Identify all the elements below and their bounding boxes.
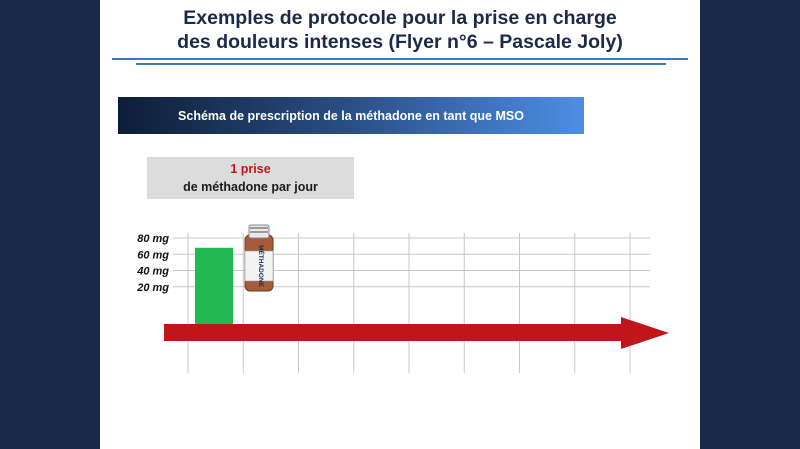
bottle-label: MÉTHADONE bbox=[257, 245, 266, 288]
dosage-note-highlight: 1 prise bbox=[230, 162, 271, 176]
title-underline bbox=[112, 58, 688, 60]
slide-title-line-1: Exemples de protocole pour la prise en c… bbox=[183, 7, 617, 29]
dose-chart: 20 mg 40 mg 60 mg 80 mg MÉTHADONE bbox=[136, 224, 669, 373]
section-banner-text: Schéma de prescription de la méthadone e… bbox=[178, 108, 524, 123]
y-axis-ticks: 20 mg 40 mg 60 mg 80 mg bbox=[136, 233, 169, 294]
y-tick-label: 20 mg bbox=[136, 282, 169, 294]
slide-title-line-2: des douleurs intenses (Flyer n°6 – Pasca… bbox=[177, 31, 623, 53]
time-arrow-shape bbox=[164, 317, 669, 349]
time-arrow bbox=[164, 317, 669, 349]
dosage-note: 1 prise de méthadone par jour bbox=[147, 157, 354, 199]
dose-bar bbox=[195, 247, 233, 325]
y-tick-label: 60 mg bbox=[137, 249, 169, 261]
chart-bars bbox=[195, 247, 233, 325]
title-underline-secondary bbox=[136, 63, 666, 65]
y-tick-label: 40 mg bbox=[136, 266, 169, 278]
slide-title: Exemples de protocole pour la prise en c… bbox=[110, 6, 690, 54]
methadone-bottle-icon: MÉTHADONE bbox=[244, 224, 274, 292]
y-tick-label: 80 mg bbox=[137, 233, 169, 245]
dosage-note-text: de méthadone par jour bbox=[183, 180, 318, 194]
slide: Exemples de protocole pour la prise en c… bbox=[100, 0, 700, 449]
section-banner: Schéma de prescription de la méthadone e… bbox=[118, 97, 584, 134]
